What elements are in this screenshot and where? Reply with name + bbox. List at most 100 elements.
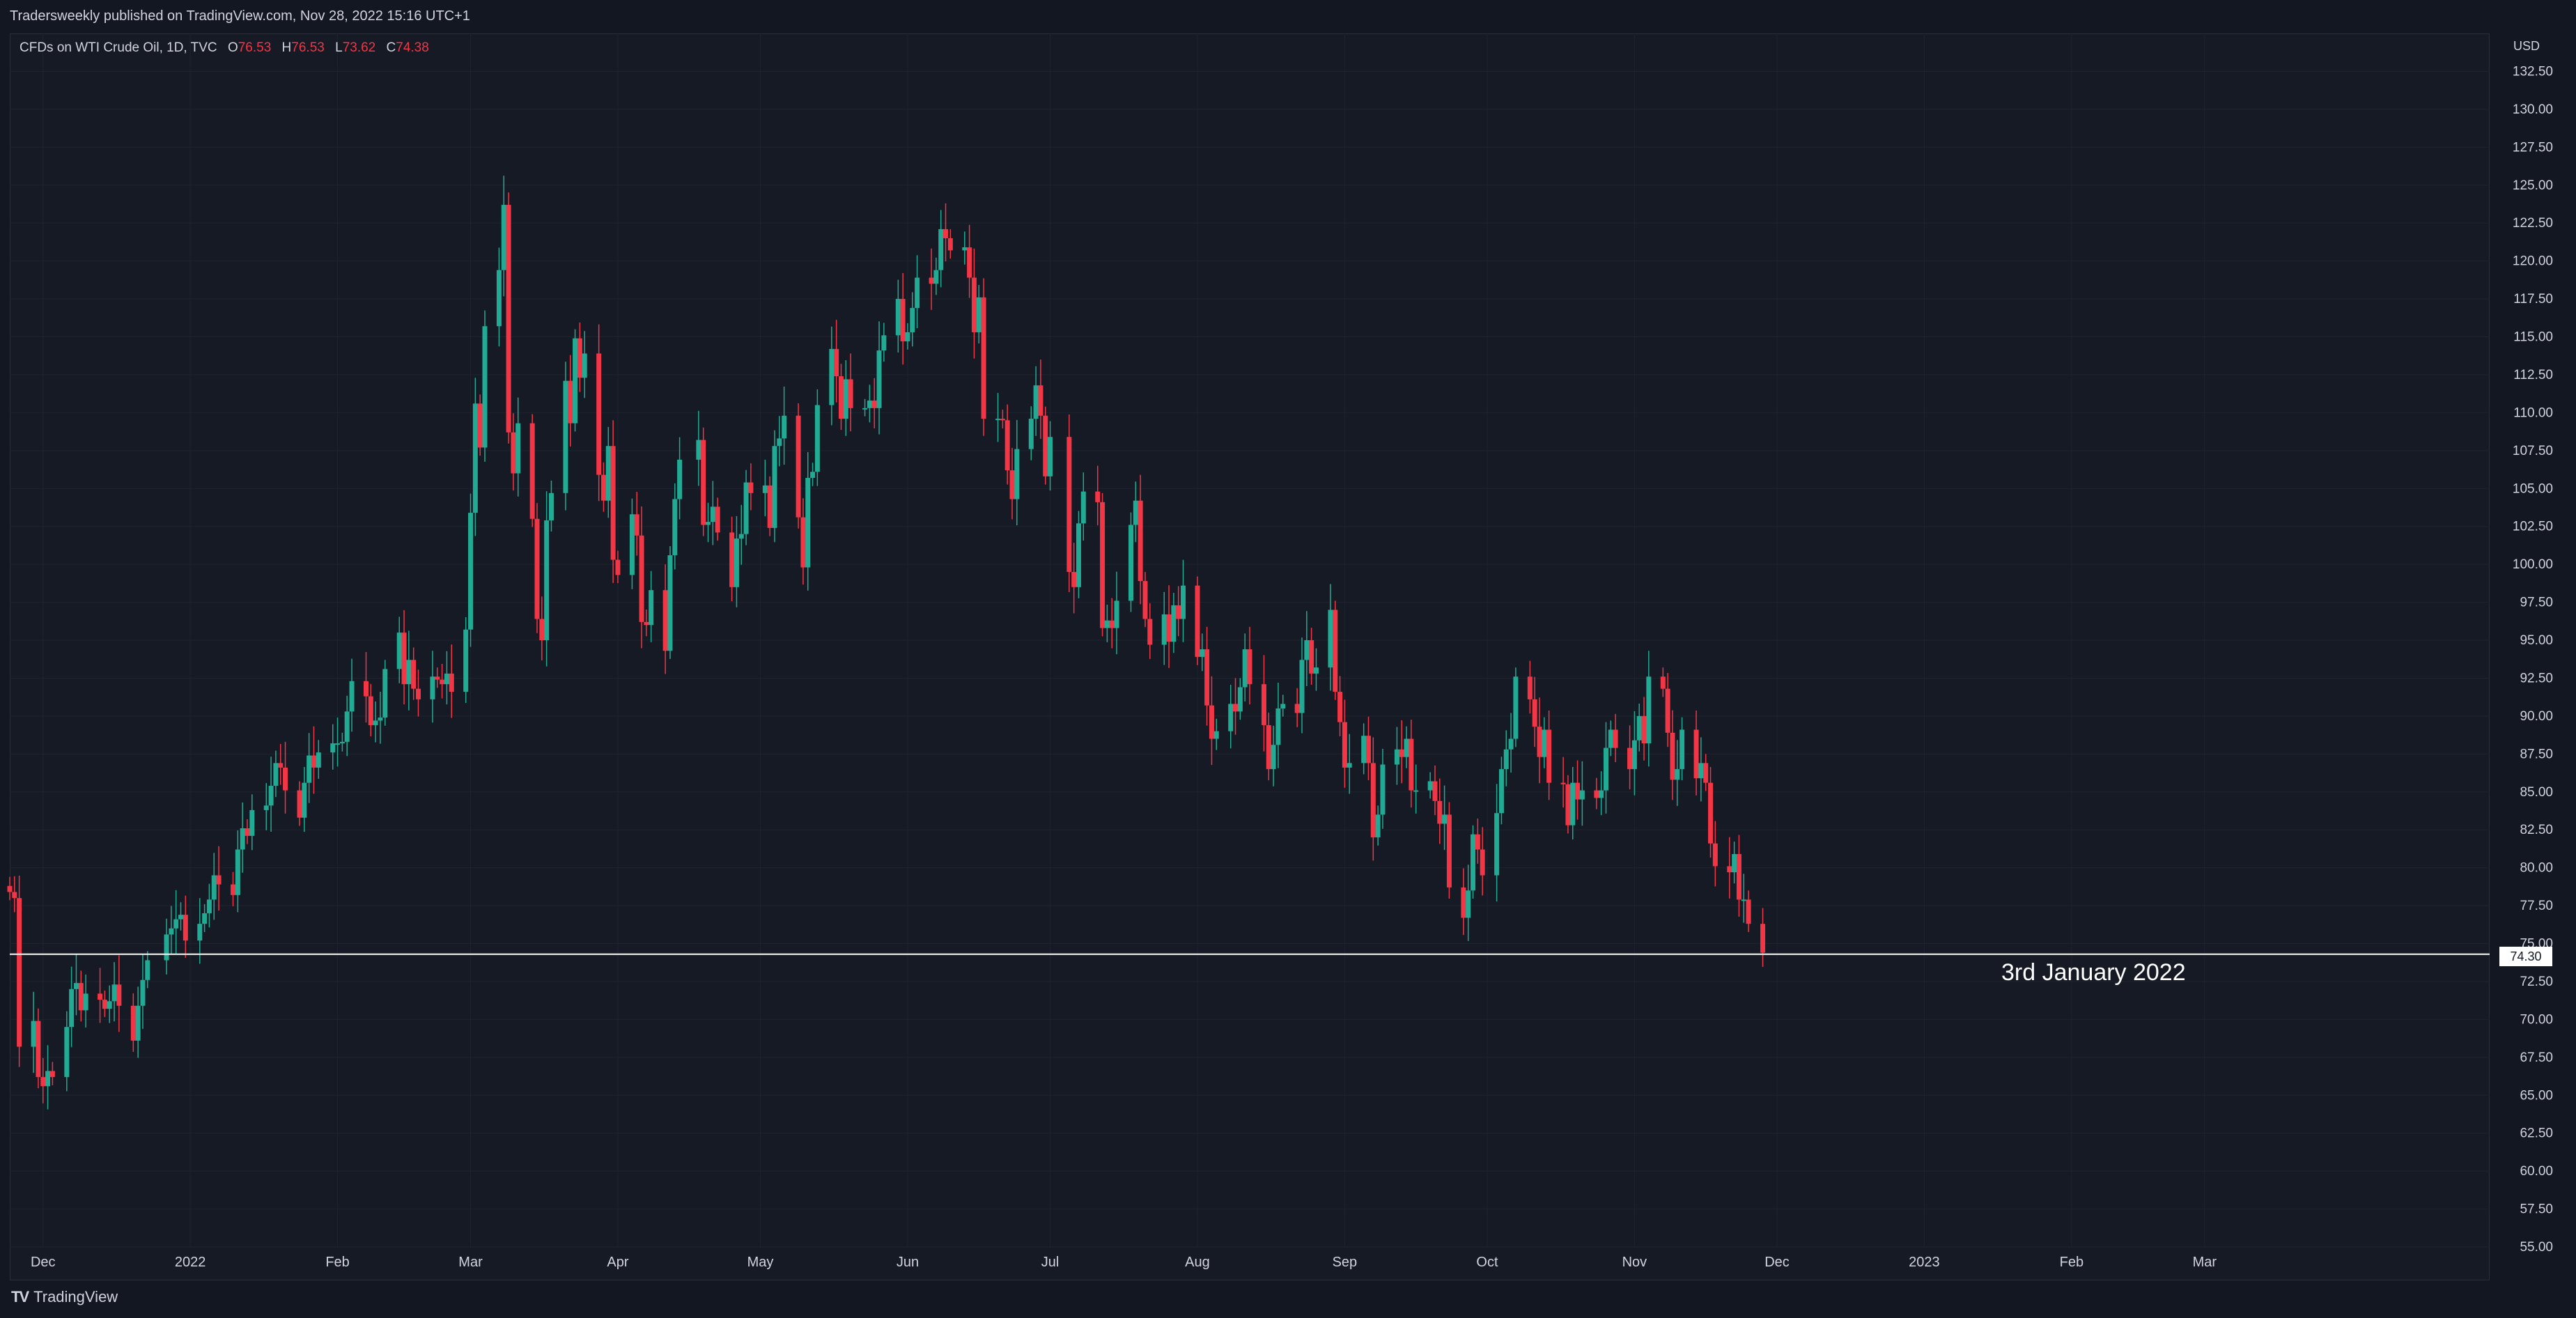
candle-down [838, 376, 844, 419]
candle-up [472, 403, 478, 513]
x-tick-label: Oct [1476, 1255, 1498, 1270]
candle-up [263, 805, 269, 810]
candle-up [268, 786, 274, 806]
y-tick-label: 82.50 [2520, 823, 2553, 837]
candle-down [534, 518, 540, 619]
candle-up [1228, 704, 1234, 731]
candle-up [1242, 649, 1248, 688]
candle-down [1475, 834, 1480, 850]
y-tick-label: 105.00 [2513, 481, 2553, 496]
candle-up [164, 934, 169, 961]
candle-down [929, 277, 934, 284]
y-tick-label: 70.00 [2520, 1012, 2553, 1027]
candle-up [1171, 605, 1177, 642]
x-tick-label: Mar [458, 1255, 483, 1270]
y-tick-label: 80.00 [2520, 861, 2553, 876]
candle-up [1636, 715, 1642, 741]
candle-down [7, 885, 13, 892]
candle-up [1394, 749, 1399, 765]
header-bar: Tradersweekly published on TradingView.c… [0, 0, 2576, 33]
symbol-legend[interactable]: CFDs on WTI Crude Oil, 1D, TVC O76.53 H7… [20, 40, 429, 56]
candle-down [1266, 724, 1271, 770]
low-value: 73.62 [342, 40, 376, 55]
candle-up [1080, 491, 1086, 524]
y-tick-label: 102.50 [2513, 520, 2553, 534]
candle-down [1670, 732, 1675, 780]
candle-down [1000, 419, 1005, 421]
candle-up [45, 1071, 51, 1087]
candle-up [1161, 614, 1167, 645]
candle-down [634, 514, 639, 536]
candle-up [843, 379, 848, 419]
candle-down [1309, 640, 1314, 674]
candle-down [440, 679, 445, 685]
candle-up [482, 326, 488, 448]
candle-down [1736, 854, 1741, 900]
candle-down [1565, 784, 1571, 825]
candle-down [1399, 749, 1404, 757]
x-tick-label: Sep [1333, 1255, 1358, 1270]
candle-up [1375, 814, 1381, 838]
candle-down [416, 688, 421, 699]
candle-down [539, 619, 545, 640]
candle-up [544, 520, 550, 640]
candle-up [206, 899, 212, 913]
candle-up [197, 924, 203, 941]
candle-up [829, 348, 835, 405]
currency-label[interactable]: USD [2513, 39, 2540, 53]
candle-down [1437, 800, 1443, 824]
candle-down [871, 400, 877, 408]
candle-up [1732, 854, 1737, 873]
candle-up [1698, 763, 1704, 779]
candle-down [596, 353, 602, 475]
candle-down [278, 763, 284, 768]
y-tick-label: 115.00 [2513, 330, 2553, 345]
candle-down [1537, 727, 1542, 757]
candle-down [900, 299, 906, 342]
candle-up [73, 983, 79, 989]
candle-down [971, 277, 977, 332]
x-tick-label: 2023 [1909, 1255, 1940, 1270]
candle-down [1209, 705, 1214, 739]
y-tick-label: 92.50 [2520, 671, 2553, 685]
x-tick-label: May [747, 1255, 774, 1270]
tradingview-logo[interactable]: TV TradingView [11, 1288, 118, 1306]
candle-up [649, 590, 654, 626]
candle-down [1432, 781, 1438, 801]
y-tick-label: 55.00 [2520, 1240, 2553, 1255]
candle-up [1442, 814, 1448, 824]
candle-up [1304, 640, 1310, 660]
candle-up [1361, 736, 1367, 763]
candle-up [1076, 523, 1081, 587]
y-tick-label: 60.00 [2520, 1164, 2553, 1179]
candle-up [64, 1027, 70, 1078]
candle-down [102, 1000, 107, 1009]
candle-up [1033, 385, 1039, 419]
close-value: 74.38 [396, 40, 429, 55]
candle-down [1594, 790, 1599, 798]
candle-up [910, 308, 915, 332]
y-tick-label: 125.00 [2513, 178, 2553, 193]
close-label: C [386, 40, 396, 55]
candle-up [1104, 620, 1110, 628]
tradingview-icon: TV [11, 1288, 29, 1305]
y-tick-label: 95.00 [2520, 633, 2553, 648]
y-tick-label: 67.50 [2520, 1050, 2553, 1065]
text-annotation[interactable]: 3rd January 2022 [2001, 959, 2186, 986]
candle-down [283, 767, 288, 791]
candle-down [1641, 715, 1647, 744]
candle-up [145, 960, 150, 980]
candle-down [748, 482, 754, 493]
candle-down [1204, 649, 1210, 706]
candle-down [1071, 572, 1077, 587]
candle-down [800, 517, 806, 568]
candle-up [1380, 764, 1386, 815]
candle-up [782, 415, 787, 439]
candle-up [406, 660, 412, 685]
candle-down [1532, 699, 1537, 727]
candle-down [1109, 620, 1115, 628]
candle-down [1703, 763, 1709, 783]
x-tick-label: Feb [2060, 1255, 2084, 1270]
candle-down [1693, 729, 1699, 779]
